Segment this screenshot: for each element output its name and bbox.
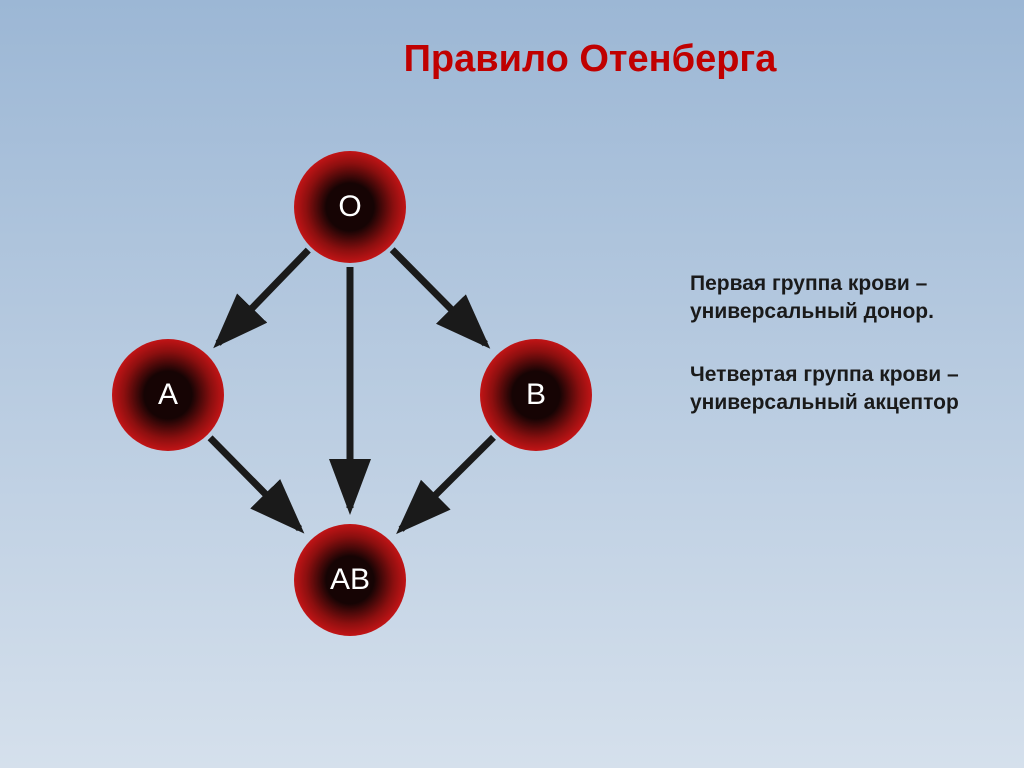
- annotation-line-1: Четвертая группа крови – универсальный а…: [690, 361, 1000, 418]
- slide: Правило Отенберга OABAB Первая группа кр…: [0, 0, 1024, 768]
- edge-O-B: [392, 250, 485, 344]
- node-A: A: [112, 339, 224, 451]
- annotation-block: Первая группа крови – универсальный доно…: [690, 270, 1000, 417]
- edge-B-AB: [401, 437, 493, 529]
- node-B: B: [480, 339, 592, 451]
- edge-A-AB: [210, 438, 299, 529]
- node-label-O: O: [338, 190, 361, 224]
- edge-O-A: [218, 250, 308, 343]
- node-label-AB: AB: [330, 563, 370, 597]
- node-label-A: A: [158, 378, 178, 412]
- node-label-B: B: [526, 378, 546, 412]
- annotation-line-0: Первая группа крови – универсальный доно…: [690, 270, 1000, 327]
- slide-title: Правило Отенберга: [340, 38, 840, 81]
- node-O: O: [294, 151, 406, 263]
- node-AB: AB: [294, 524, 406, 636]
